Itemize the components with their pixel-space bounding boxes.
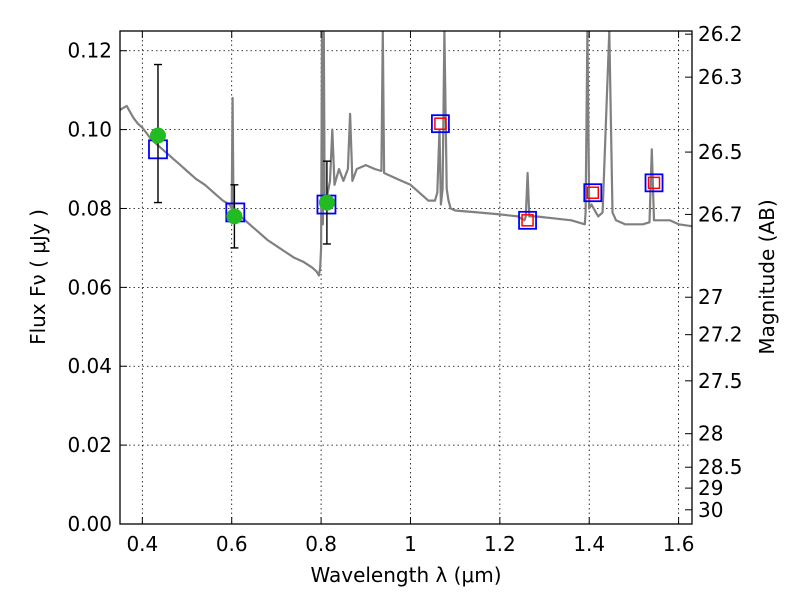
upper-limit-square (586, 186, 600, 199)
x-tick-label: 0.4 (126, 532, 158, 556)
right-tick-label: 27.2 (698, 323, 743, 347)
right-tick-label: 26.3 (698, 65, 743, 89)
x-axis-label: Wavelength λ (μm) (310, 563, 501, 587)
x-tick-label: 1.2 (484, 532, 516, 556)
y-tick-label: 0.04 (67, 354, 112, 378)
y-tick-label: 0.12 (67, 39, 112, 63)
plot-area (120, 31, 692, 277)
right-tick-label: 28 (698, 422, 723, 446)
y-tick-label: 0.10 (67, 118, 112, 142)
right-tick-label: 29 (698, 476, 723, 500)
right-tick-label: 30 (698, 498, 723, 522)
right-tick-label: 26.5 (698, 140, 743, 164)
y-tick-label: 0.00 (67, 512, 112, 536)
observed-flux-point (149, 127, 166, 144)
observed-flux-point (318, 194, 335, 211)
x-tick-label: 0.6 (216, 532, 248, 556)
observed-flux-point (226, 208, 243, 225)
axes-ticks: 0.4 0.6 0.8 1 1.2 1.4 1.6 0.00 0.02 0.04 0.06 0.08 0… (67, 22, 742, 556)
model-flux-square (518, 210, 537, 230)
right-tick-label: 28.5 (698, 455, 743, 479)
y-tick-label: 0.06 (67, 275, 112, 299)
y-axis-label: Flux Fν ( μJy ) (26, 209, 50, 345)
right-tick-label: 26.7 (698, 202, 743, 226)
model-flux-square (431, 114, 450, 134)
upper-limit-square (521, 214, 534, 227)
right-tick-label: 27 (698, 285, 723, 309)
right-tick-label: 27.5 (698, 369, 743, 393)
y-tick-label: 0.02 (67, 433, 112, 457)
model-flux-square (644, 173, 664, 193)
upper-limit-square (647, 176, 661, 190)
upper-limit-square (434, 117, 447, 130)
y-tick-label: 0.08 (67, 196, 112, 220)
x-tick-label: 1.6 (663, 532, 695, 556)
plot-frame (119, 30, 693, 525)
right-axis-label: Magnitude (AB) (755, 199, 779, 354)
model-flux-square (583, 183, 603, 203)
sed-model-line (120, 31, 692, 277)
grid (120, 31, 692, 525)
right-tick-label: 26.2 (698, 22, 743, 46)
x-tick-label: 0.8 (305, 532, 337, 556)
x-tick-label: 1 (404, 532, 417, 556)
x-tick-label: 1.4 (573, 532, 605, 556)
